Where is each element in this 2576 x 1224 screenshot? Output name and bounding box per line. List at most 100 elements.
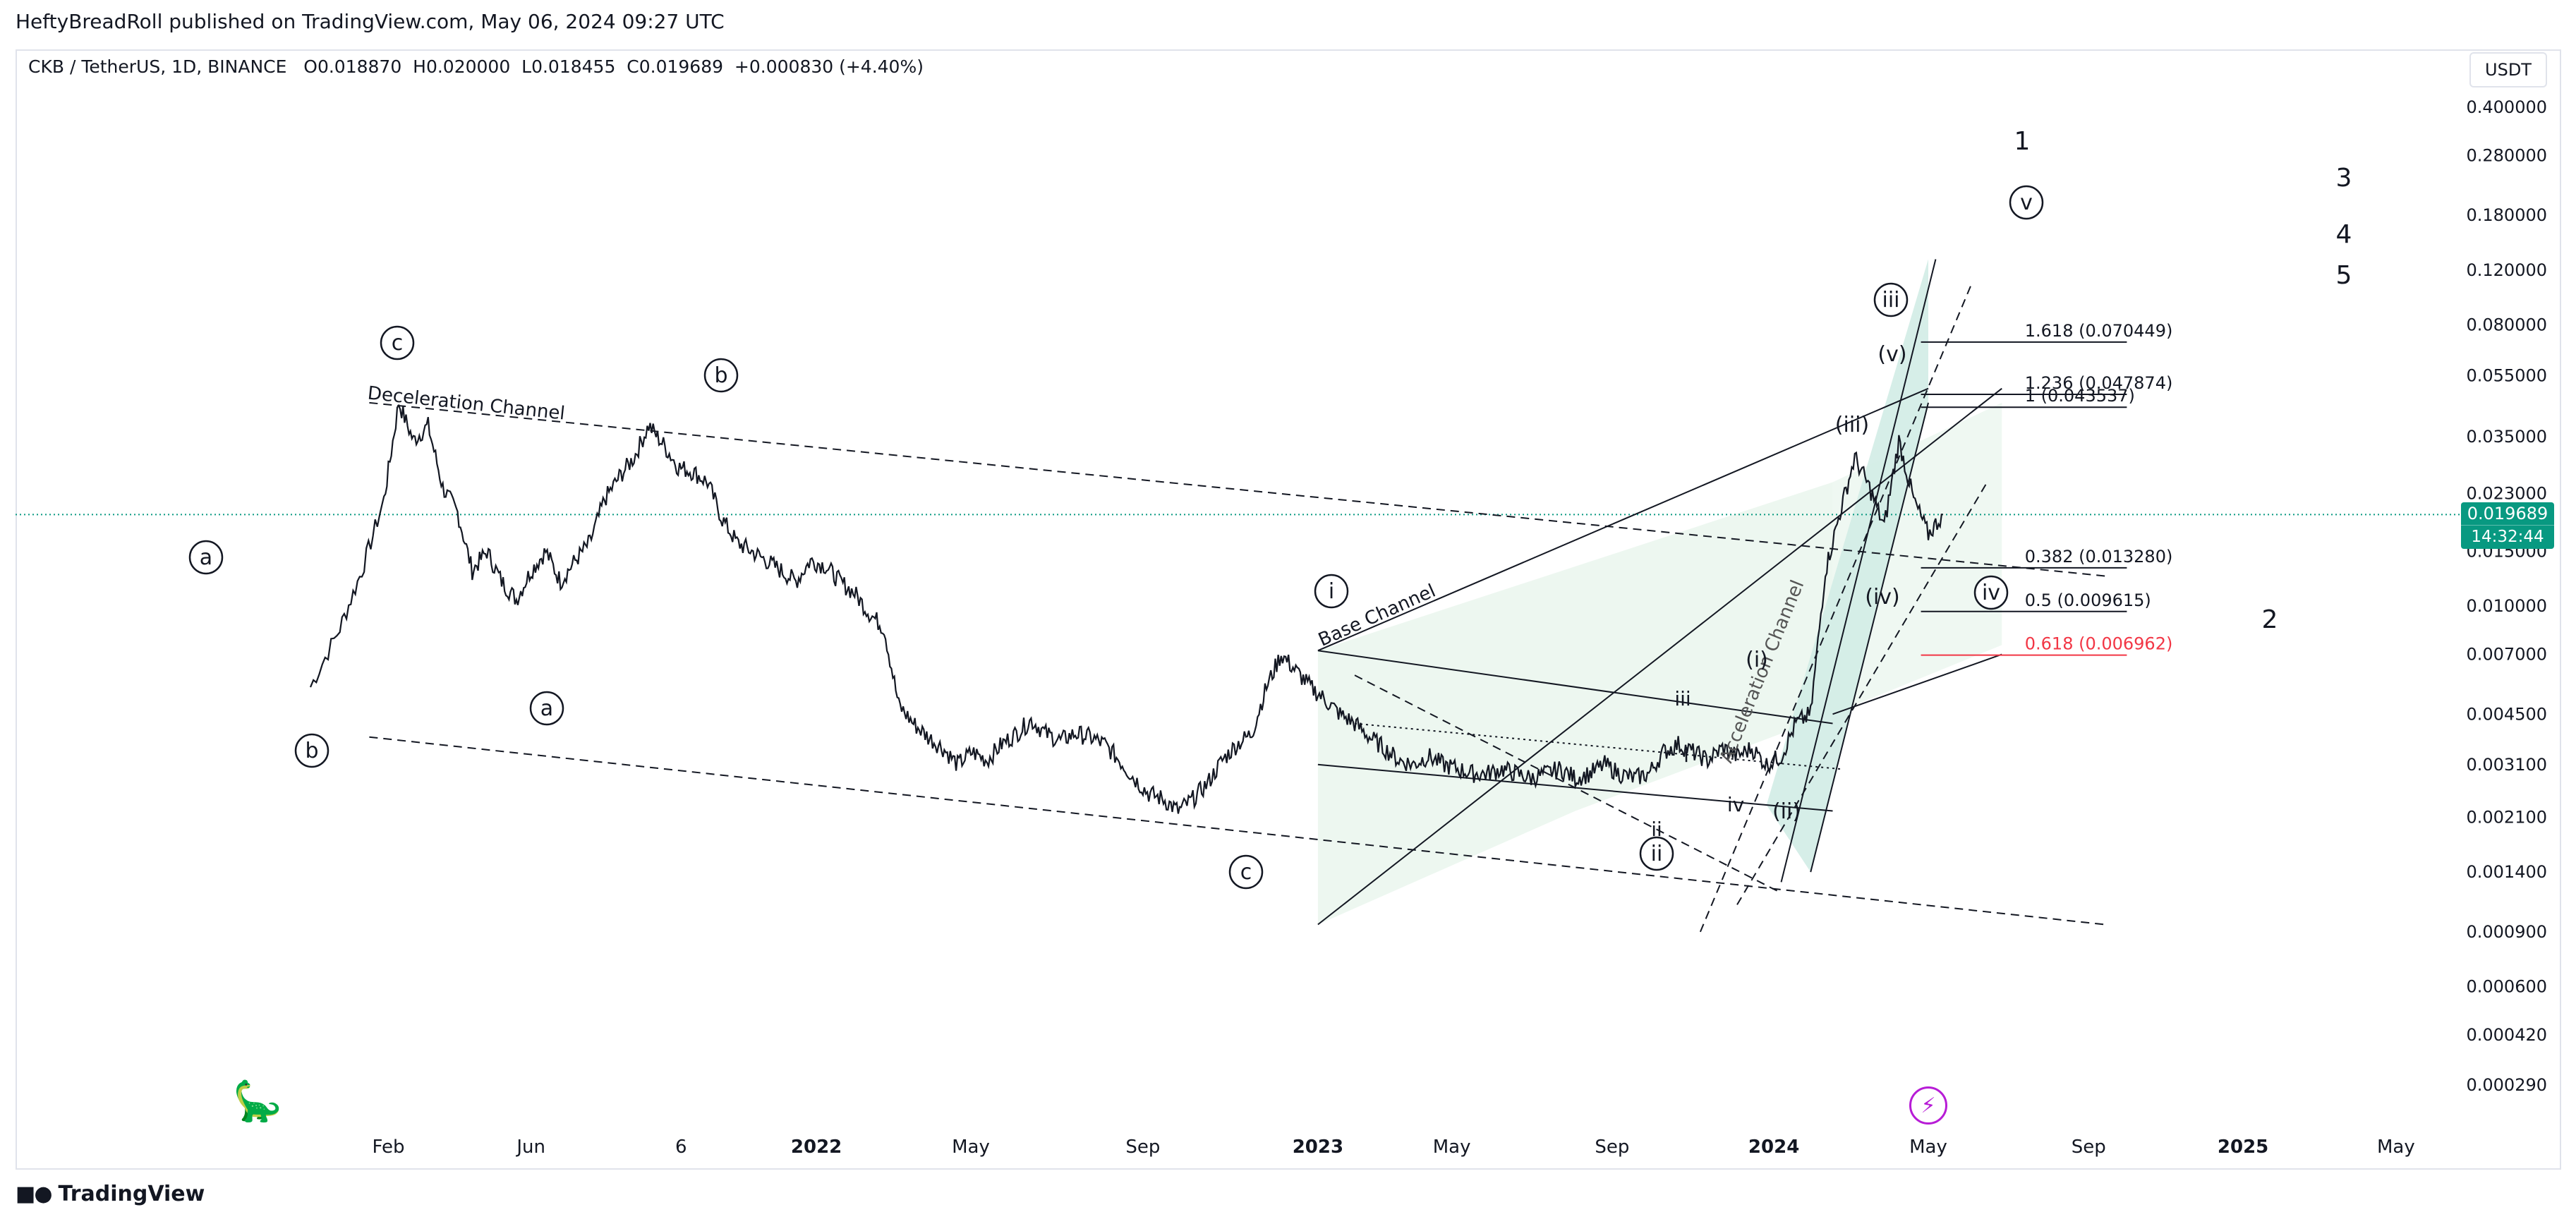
currency-button[interactable]: USDT (2469, 52, 2547, 87)
wave-label-ii-circle (1639, 836, 1674, 871)
publisher-line: HeftyBreadRoll published on TradingView.… (16, 10, 725, 33)
wave-label-b2: b (714, 363, 727, 388)
y-tick-label: 0.002100 (2466, 807, 2547, 827)
wave-label-iii: iii (1674, 687, 1691, 710)
wave-label-w-ii: (ii) (1772, 799, 1801, 824)
fib-label-1.618: 1.618 (0.070449) (2025, 321, 2173, 341)
wave-label-a1: a (200, 545, 212, 570)
y-tick-label: 0.080000 (2466, 315, 2547, 335)
base-channel-upper-line (1317, 387, 1929, 652)
wave-label-iii-circled-circle (1873, 282, 1909, 317)
wave-label-a1-circle (188, 540, 224, 575)
fib-label-1: 1 (0.043537) (2025, 386, 2135, 406)
y-tick-label: 0.280000 (2466, 145, 2547, 165)
bar-countdown: 14:32:44 (2461, 525, 2554, 548)
wave-label-1: 1 (2014, 127, 2031, 156)
x-tick-label: May (2377, 1137, 2415, 1158)
symbol-legend[interactable]: CKB / TetherUS, 1D, BINANCE O0.018870 H0… (28, 56, 924, 77)
price-line (309, 404, 1943, 814)
deceleration-upper-line (369, 401, 2105, 577)
x-tick-label: Feb (372, 1137, 404, 1158)
tradingview-logo-icon: ■● (16, 1182, 53, 1206)
wave-label-a2-circle (529, 691, 564, 726)
y-tick-label: 0.400000 (2466, 97, 2547, 117)
chart-frame (16, 49, 2561, 1170)
y-tick-label: 0.120000 (2466, 260, 2547, 280)
wave-label-i-circle (1314, 574, 1349, 609)
acceleration-line-lower (1810, 402, 1929, 873)
x-tick-label: Sep (1595, 1137, 1629, 1158)
price-series (309, 404, 1943, 814)
base-dashed-diagonal (1354, 674, 1782, 894)
wave-label-c2-circle (1228, 854, 1264, 890)
x-tick-label: 2023 (1293, 1137, 1343, 1158)
wave-label-w-iii: (iii) (1835, 413, 1869, 437)
accel-dashed-lower (1736, 482, 1988, 905)
x-tick-label: 2022 (791, 1137, 842, 1158)
tradingview-logo[interactable]: ■● TradingView (16, 1182, 205, 1206)
wave-label-5: 5 (2336, 261, 2352, 290)
x-axis[interactable]: Feb Jun 6 2022 May Sep 2023 May Sep 2024 May Sep 202… (372, 1137, 2414, 1158)
legend-high: H0.020000 (413, 56, 511, 77)
wave-label-i-small: i (1683, 744, 1689, 767)
y-tick-label: 0.000600 (2466, 977, 2547, 997)
y-tick-label: 0.000900 (2466, 922, 2547, 942)
y-tick-label: 0.023000 (2466, 484, 2547, 504)
wave-label-c2: c (1240, 860, 1252, 885)
wave-label-b2-circle (703, 358, 739, 393)
accel-dashed-upper (1699, 281, 1973, 933)
wave-label-b1: b (305, 739, 318, 763)
x-tick-label: 2025 (2218, 1137, 2268, 1158)
last-price-value: 0.019689 (2467, 504, 2548, 523)
fib-levels: 1.618 (0.070449) 1.236 (0.047874)1 (0.043… (1921, 321, 2173, 656)
legend-low: L0.018455 (521, 56, 616, 77)
wave-label-iv-circled-circle (1973, 575, 2009, 610)
wave-label-a2: a (540, 696, 553, 721)
wave-label-3: 3 (2336, 164, 2352, 193)
inner-channel-upper (1317, 650, 1833, 725)
wave-label-c1: c (392, 331, 404, 356)
x-tick-label: Sep (2072, 1137, 2106, 1158)
dotted-midline (1354, 722, 1841, 770)
legend-close: C0.019689 (627, 56, 724, 77)
x-tick-label: May (1909, 1137, 1947, 1158)
wave-label-c1-circle (380, 325, 415, 360)
y-tick-label: 0.010000 (2466, 596, 2547, 616)
wave-label-iii-circled: iii (1882, 288, 1899, 313)
y-tick-label: 0.180000 (2466, 205, 2547, 225)
fib-label-1.236: 1.236 (0.047874) (2025, 373, 2173, 393)
legend-open: O0.018870 (303, 56, 402, 77)
base-channel-lower-line (1317, 387, 2002, 926)
y-tick-label: 0.055000 (2466, 365, 2547, 385)
x-tick-label: Sep (1125, 1137, 1160, 1158)
y-tick-label: 0.000420 (2466, 1025, 2547, 1045)
wave-label-w-i: (i) (1746, 648, 1768, 672)
last-price-tag: 0.019689 14:32:44 (2461, 502, 2554, 549)
wave-label-i: i (1329, 579, 1334, 604)
y-tick-label: 0.007000 (2466, 645, 2547, 665)
acceleration-line-upper (1780, 259, 1937, 883)
wave-label-ii: ii (1651, 842, 1663, 866)
deceleration-lower-line (369, 736, 2105, 926)
legend-change: +0.000830 (+4.40%) (734, 56, 924, 77)
lightning-icon[interactable]: ⚡ (1909, 1086, 1947, 1125)
dinosaur-icon[interactable]: 🦕 (233, 1079, 282, 1125)
fib-label-0.618: 0.618 (0.006962) (2025, 634, 2173, 654)
y-tick-label: 0.003100 (2466, 755, 2547, 775)
wave-label-2: 2 (2262, 605, 2278, 634)
y-tick-label: 0.035000 (2466, 427, 2547, 447)
wave-label-ii-small: ii (1651, 818, 1662, 841)
x-tick-label: 6 (675, 1137, 687, 1158)
x-tick-label: May (952, 1137, 990, 1158)
brand-name: TradingView (58, 1182, 205, 1206)
wave-label-b1-circle (294, 733, 329, 768)
wave-label-v-circled-circle (2009, 185, 2044, 220)
y-axis[interactable]: 0.400000 0.280000 0.180000 0.120000 0.080000… (2466, 97, 2547, 1095)
fib-label-0.382: 0.382 (0.013280) (2025, 547, 2173, 566)
wave-label-v-circled: v (2020, 190, 2033, 215)
y-tick-label: 0.000290 (2466, 1075, 2547, 1095)
wave-label-4: 4 (2336, 220, 2352, 249)
wave-label-w-v: (v) (1877, 342, 1906, 367)
